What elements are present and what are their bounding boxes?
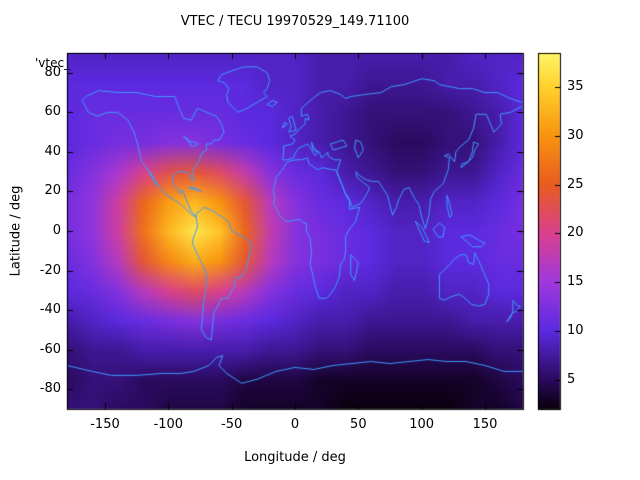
colorbar-tick-label: 20 xyxy=(567,225,584,241)
x-tick-label: 0 xyxy=(290,417,300,432)
x-tick-label: -150 xyxy=(90,417,120,432)
y-tick-label: 40 xyxy=(44,143,61,159)
y-tick-label: -40 xyxy=(39,302,61,318)
x-tick-label: 100 xyxy=(409,417,435,432)
x-tick-label: 150 xyxy=(472,417,498,432)
x-tick-label: 50 xyxy=(350,417,367,432)
y-tick-label: -20 xyxy=(39,262,61,278)
colorbar-tick-label: 15 xyxy=(567,274,584,290)
y-tick-label: 60 xyxy=(44,104,61,120)
y-tick-label: 20 xyxy=(44,183,61,199)
colorbar-tick-label: 30 xyxy=(567,127,584,143)
colorbar-tick-label: 35 xyxy=(567,79,584,95)
y-axis-label: Latitude / deg xyxy=(8,185,24,277)
x-tick-label: -100 xyxy=(153,417,184,432)
y-tick-label: 0 xyxy=(52,223,61,238)
y-tick-label: -80 xyxy=(39,381,61,397)
colorbar-tick-label: 5 xyxy=(567,371,576,387)
y-tick-label: -60 xyxy=(39,341,61,357)
chart-title: VTEC / TECU 19970529_149.71100 xyxy=(180,14,410,29)
y-tick-label: 80 xyxy=(44,64,61,80)
x-tick-label: -50 xyxy=(221,417,243,432)
colorbar-tick-label: 25 xyxy=(567,176,584,192)
x-axis-label: Longitude / deg xyxy=(244,450,346,465)
colorbar-tick-label: 10 xyxy=(567,322,584,338)
legend-key-label: 'vtec_ xyxy=(35,56,71,70)
